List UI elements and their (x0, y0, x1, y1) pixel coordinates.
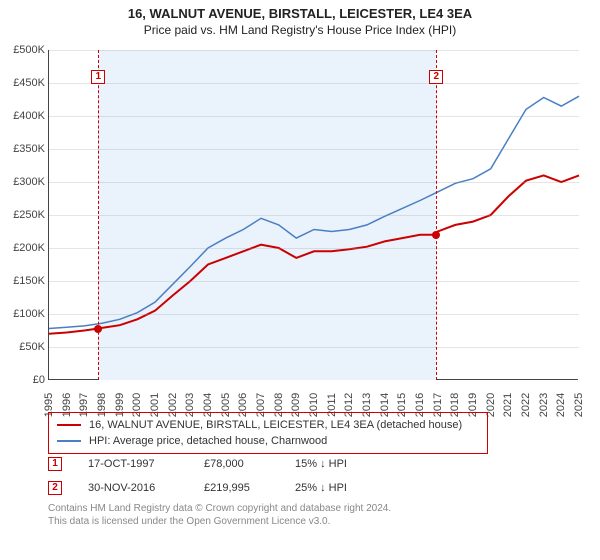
gridline-y (49, 50, 579, 51)
footer-line1: Contains HM Land Registry data © Crown c… (48, 502, 558, 515)
event-dot (94, 325, 102, 333)
event-marker-box: 2 (429, 70, 443, 84)
event-row: 1 17-OCT-1997 £78,000 15% ↓ HPI (48, 456, 548, 472)
gridline-y (49, 116, 579, 117)
title-line2: Price paid vs. HM Land Registry's House … (0, 23, 600, 37)
series-price_paid (49, 175, 579, 333)
event-price: £78,000 (204, 458, 269, 470)
event-date: 30-NOV-2016 (88, 482, 178, 494)
legend-row: HPI: Average price, detached house, Char… (57, 433, 479, 449)
titles: 16, WALNUT AVENUE, BIRSTALL, LEICESTER, … (0, 0, 600, 37)
plot-area: £0£50K£100K£150K£200K£250K£300K£350K£400… (48, 50, 578, 380)
y-tick-label: £450K (5, 77, 45, 89)
event-dot (432, 231, 440, 239)
x-tick-label: 2025 (573, 391, 585, 419)
event-row: 2 30-NOV-2016 £219,995 25% ↓ HPI (48, 480, 548, 496)
y-tick-label: £250K (5, 209, 45, 221)
x-tick-label: 2021 (502, 391, 514, 419)
gridline-y (49, 281, 579, 282)
event-price: £219,995 (204, 482, 269, 494)
legend-swatch (57, 440, 81, 442)
footer-line2: This data is licensed under the Open Gov… (48, 515, 558, 528)
legend-label: 16, WALNUT AVENUE, BIRSTALL, LEICESTER, … (89, 419, 462, 431)
event-vline (436, 50, 437, 380)
legend-label: HPI: Average price, detached house, Char… (89, 435, 327, 447)
y-tick-label: £0 (5, 374, 45, 386)
event-delta: 15% ↓ HPI (295, 458, 385, 470)
legend-row: 16, WALNUT AVENUE, BIRSTALL, LEICESTER, … (57, 417, 479, 433)
y-tick-label: £100K (5, 308, 45, 320)
x-tick-label: 2024 (555, 391, 567, 419)
event-date: 17-OCT-1997 (88, 458, 178, 470)
gridline-y (49, 215, 579, 216)
event-delta: 25% ↓ HPI (295, 482, 385, 494)
y-tick-label: £200K (5, 242, 45, 254)
gridline-y (49, 347, 579, 348)
gridline-y (49, 248, 579, 249)
legend-swatch (57, 424, 81, 426)
x-tick-label: 2023 (538, 391, 550, 419)
y-tick-label: £50K (5, 341, 45, 353)
y-tick-label: £150K (5, 275, 45, 287)
title-line1: 16, WALNUT AVENUE, BIRSTALL, LEICESTER, … (0, 6, 600, 21)
y-tick-label: £400K (5, 110, 45, 122)
y-tick-label: £300K (5, 176, 45, 188)
y-tick-label: £500K (5, 44, 45, 56)
gridline-y (49, 314, 579, 315)
chart: £0£50K£100K£150K£200K£250K£300K£350K£400… (48, 50, 578, 380)
event-table: 1 17-OCT-1997 £78,000 15% ↓ HPI 2 30-NOV-2016… (48, 456, 548, 504)
legend: 16, WALNUT AVENUE, BIRSTALL, LEICESTER, … (48, 412, 488, 454)
gridline-y (49, 83, 579, 84)
chart-container: 16, WALNUT AVENUE, BIRSTALL, LEICESTER, … (0, 0, 600, 560)
gridline-y (49, 149, 579, 150)
event-row-marker: 2 (48, 481, 62, 495)
footer: Contains HM Land Registry data © Crown c… (48, 502, 558, 528)
event-row-marker: 1 (48, 457, 62, 471)
y-tick-label: £350K (5, 143, 45, 155)
series-hpi (49, 96, 579, 328)
x-tick-label: 2022 (520, 391, 532, 419)
event-marker-box: 1 (91, 70, 105, 84)
gridline-y (49, 182, 579, 183)
